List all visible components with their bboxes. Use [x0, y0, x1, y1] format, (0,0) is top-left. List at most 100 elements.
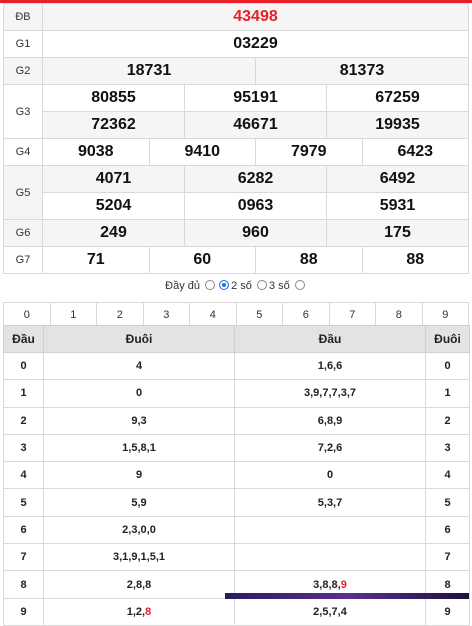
- loto-row: 3 1,5,8,1 7,2,6 3: [3, 433, 470, 463]
- prize-label: G2: [3, 57, 43, 85]
- prize-row-g1: G1 03229: [3, 30, 469, 58]
- radio-three-trailing[interactable]: [294, 280, 305, 291]
- prize-row-g5: G5 4071 6282 6492: [3, 165, 469, 220]
- prize-label: G3: [3, 84, 43, 139]
- prize-number: 5931: [326, 192, 469, 220]
- prize-number: 80855: [42, 84, 185, 112]
- prize-number: 03229: [42, 30, 469, 58]
- head-digit: 2: [3, 406, 44, 435]
- loto-row: 5 5,9 5,3,7 5: [3, 488, 470, 517]
- tail-digit: 9: [425, 597, 470, 626]
- special-digit-highlight: 8: [145, 605, 152, 618]
- prize-label: G6: [3, 219, 43, 247]
- loto-row: 9 1,2,8 2,5,7,4 9: [3, 597, 470, 626]
- prize-label: G7: [3, 246, 43, 274]
- header-duoi: Đuôi: [43, 325, 235, 353]
- prize-number: 60: [148, 246, 256, 274]
- head-list: [234, 543, 426, 572]
- radio-two-digits[interactable]: [219, 280, 230, 291]
- head-digit: 7: [3, 543, 44, 572]
- prize-number: 88: [255, 246, 363, 274]
- tail-list: 1,2,8: [43, 597, 235, 626]
- prize-row-db: ĐB 43498: [3, 3, 469, 31]
- prize-label: G4: [3, 138, 43, 166]
- prize-number: 18731: [42, 57, 256, 85]
- loto-table: Đầu Đuôi Đầu Đuôi 0 4 1,6,6 0 1 0 3,9,7,…: [3, 325, 470, 626]
- tail-list: 2,3,0,0: [43, 515, 235, 545]
- prize-number: 6282: [184, 165, 327, 193]
- tail-list: 9: [43, 461, 235, 490]
- prize-row-g5-second: 5204 0963 5931: [4, 192, 469, 220]
- head-digit: 4: [3, 461, 44, 490]
- digit-filter-8[interactable]: 8: [375, 302, 423, 327]
- radio-full[interactable]: [205, 280, 216, 291]
- tail-list-text: 1,2,: [126, 605, 146, 618]
- display-options: Đầy đủ 2 số 3 số: [0, 280, 472, 292]
- header-duoi-2: Đuôi: [425, 325, 470, 353]
- digit-filter-9[interactable]: 9: [421, 302, 469, 327]
- tail-digit: 1: [425, 379, 470, 408]
- prize-row-g4: G4 9038 9410 7979 6423: [3, 138, 469, 166]
- prize-number: 67259: [326, 84, 469, 112]
- head-list: 1,6,6: [234, 351, 426, 381]
- prize-number: 81373: [255, 57, 469, 85]
- head-list: [234, 515, 426, 545]
- digit-filter-4[interactable]: 4: [189, 302, 237, 327]
- digit-filter-2[interactable]: 2: [96, 302, 144, 327]
- digit-filter-7[interactable]: 7: [328, 302, 376, 327]
- head-list: 2,5,7,4: [234, 597, 426, 626]
- prize-row-g7: G7 71 60 88 88: [3, 246, 469, 274]
- special-digit-highlight: 9: [340, 578, 347, 591]
- tail-list: 3,1,9,1,5,1: [43, 543, 235, 572]
- digit-filter-6[interactable]: 6: [282, 302, 330, 327]
- digit-filter-1[interactable]: 1: [49, 302, 97, 327]
- digit-filter-3[interactable]: 3: [142, 302, 190, 327]
- prize-label: G5: [3, 165, 43, 220]
- head-list: 5,3,7: [234, 488, 426, 517]
- loto-row: 8 2,8,8 3,8,8,9 8: [3, 570, 470, 599]
- tail-list: 1,5,8,1: [43, 433, 235, 463]
- head-list: 7,2,6: [234, 433, 426, 463]
- loto-row: 1 0 3,9,7,7,3,7 1: [3, 379, 470, 408]
- head-digit: 6: [3, 515, 44, 545]
- advertisement-banner-strip[interactable]: [225, 593, 469, 599]
- head-digit: 1: [3, 379, 44, 408]
- prize-number: 0963: [184, 192, 327, 220]
- prize-number: 72362: [42, 111, 185, 139]
- prize-number: 6423: [361, 138, 469, 166]
- tail-digit: 5: [425, 488, 470, 517]
- tail-list: 2,8,8: [43, 570, 235, 599]
- option-two-label[interactable]: 2 số: [231, 280, 252, 292]
- prize-number: 7979: [255, 138, 363, 166]
- head-digit: 5: [3, 488, 44, 517]
- prize-number: 249: [42, 219, 185, 247]
- loto-row: 0 4 1,6,6 0: [3, 351, 470, 381]
- head-digit: 8: [3, 570, 44, 599]
- tail-digit: 3: [425, 433, 470, 463]
- head-list: 0: [234, 461, 426, 490]
- radio-three-digits[interactable]: [256, 280, 267, 291]
- loto-row: 7 3,1,9,1,5,1 7: [3, 543, 470, 572]
- loto-row: 6 2,3,0,0 6: [3, 515, 470, 545]
- prize-number: 19935: [326, 111, 469, 139]
- head-list: 6,8,9: [234, 406, 426, 435]
- tail-digit: 0: [425, 351, 470, 381]
- loto-header-row: Đầu Đuôi Đầu Đuôi: [3, 325, 470, 353]
- header-dau: Đầu: [3, 325, 44, 353]
- header-dau-2: Đầu: [234, 325, 426, 353]
- head-digit: 0: [3, 351, 44, 381]
- digit-filter-0[interactable]: 0: [3, 302, 51, 327]
- tail-list: 4: [43, 351, 235, 381]
- option-full-label[interactable]: Đầy đủ: [165, 280, 201, 292]
- option-three-label[interactable]: 3 số: [268, 280, 290, 292]
- results-table: ĐB 43498 G1 03229 G2 18731 81373 G3 8085…: [3, 3, 469, 274]
- digit-filter-5[interactable]: 5: [235, 302, 283, 327]
- head-digit: 3: [3, 433, 44, 463]
- prize-row-g6: G6 249 960 175: [3, 219, 469, 247]
- prize-row-g2: G2 18731 81373: [3, 57, 469, 85]
- prize-number: 5204: [42, 192, 185, 220]
- tail-list: 9,3: [43, 406, 235, 435]
- prize-row-g3-second: 72362 46671 19935: [4, 111, 469, 139]
- head-list: 3,9,7,7,3,7: [234, 379, 426, 408]
- prize-number: 71: [42, 246, 150, 274]
